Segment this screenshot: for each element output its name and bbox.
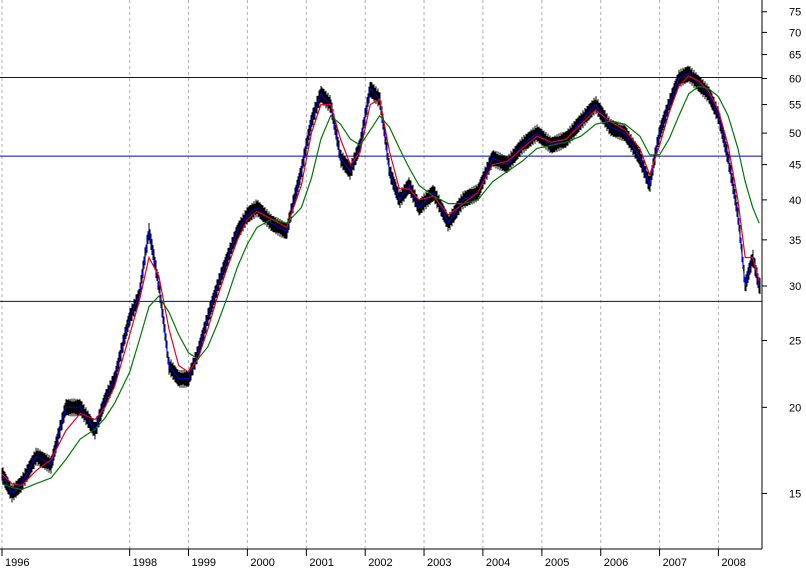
y-tick-label-45: 45 [789, 160, 801, 172]
x-tick-label-2004: 2004 [486, 557, 510, 569]
x-tick-label-1996: 1996 [5, 557, 29, 569]
x-tick-label-2007: 2007 [663, 557, 687, 569]
y-tick-label-70: 70 [789, 27, 801, 39]
x-tick-label-2006: 2006 [604, 557, 628, 569]
vertical-gridlines [1, 0, 719, 549]
fast-ma-line [1, 75, 760, 487]
x-axis: 1996 1998 1999 2000 2001 2002 2003 2004 2005 2006… [1, 549, 746, 569]
x-tick-label-2003: 2003 [427, 557, 451, 569]
y-tick-label-25: 25 [789, 336, 801, 348]
y-tick-label-75: 75 [789, 7, 801, 19]
slow-ma-line [1, 85, 760, 491]
y-tick-label-40: 40 [789, 195, 801, 207]
x-tick-label-2000: 2000 [250, 557, 274, 569]
x-tick-label-1998: 1998 [133, 557, 157, 569]
y-tick-label-50: 50 [789, 128, 801, 140]
y-tick-label-65: 65 [789, 50, 801, 62]
x-tick-label-1999: 1999 [192, 557, 216, 569]
x-tick-label-2005: 2005 [545, 557, 569, 569]
y-tick-label-35: 35 [789, 235, 801, 247]
close-price-line [1, 72, 760, 495]
x-tick-label-2002: 2002 [368, 557, 392, 569]
plot-background [0, 0, 762, 549]
x-tick-label-2008: 2008 [721, 557, 745, 569]
y-tick-label-20: 20 [789, 402, 801, 414]
y-axis: 15 20 25 30 35 40 45 50 55 60 65 70 75 [762, 7, 801, 500]
series-lines [1, 72, 760, 495]
y-tick-label-60: 60 [789, 74, 801, 86]
y-tick-label-30: 30 [789, 281, 801, 293]
x-tick-label-2001: 2001 [309, 557, 333, 569]
y-tick-label-15: 15 [789, 488, 801, 500]
y-tick-label-55: 55 [789, 100, 801, 112]
